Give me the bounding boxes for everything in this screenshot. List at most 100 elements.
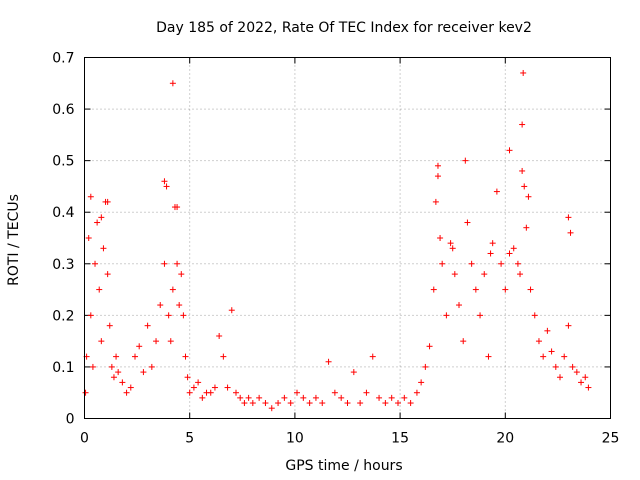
data-point: [506, 250, 513, 257]
data-point: [104, 198, 111, 205]
data-point: [89, 363, 96, 370]
data-point: [567, 229, 574, 236]
data-point: [493, 188, 500, 195]
data-point: [434, 162, 441, 169]
data-point: [449, 245, 456, 252]
data-point: [167, 338, 174, 345]
data-point: [169, 80, 176, 87]
data-point: [489, 240, 496, 247]
data-point: [224, 384, 231, 391]
data-points: [82, 69, 592, 412]
data-point: [430, 286, 437, 293]
y-tick-label: 0.3: [52, 257, 74, 273]
data-point: [462, 157, 469, 164]
data-point: [569, 363, 576, 370]
data-point: [136, 343, 143, 350]
data-point: [523, 224, 530, 231]
data-point: [275, 400, 282, 407]
data-point: [331, 389, 338, 396]
data-point: [92, 260, 99, 267]
data-point: [94, 219, 101, 226]
data-point: [249, 400, 256, 407]
data-point: [157, 302, 164, 309]
data-point: [521, 183, 528, 190]
data-point: [422, 363, 429, 370]
data-point: [517, 271, 524, 278]
data-point: [451, 271, 458, 278]
y-tick-label: 0.5: [52, 154, 74, 170]
data-point: [268, 405, 275, 412]
data-point: [180, 312, 187, 319]
data-point: [487, 250, 494, 257]
x-tick-label: 0: [80, 431, 89, 447]
data-point: [502, 286, 509, 293]
data-point: [477, 312, 484, 319]
data-point: [294, 389, 301, 396]
data-point: [178, 271, 185, 278]
data-point: [350, 369, 357, 376]
data-point: [165, 312, 172, 319]
data-point: [184, 374, 191, 381]
data-point: [485, 353, 492, 360]
data-point: [174, 204, 181, 211]
data-point: [241, 400, 248, 407]
data-point: [447, 240, 454, 247]
data-point: [113, 353, 120, 360]
data-point: [565, 322, 572, 329]
data-point: [176, 302, 183, 309]
data-point: [382, 400, 389, 407]
data-point: [418, 379, 425, 386]
data-point: [439, 260, 446, 267]
data-point: [232, 389, 239, 396]
data-point: [426, 343, 433, 350]
data-point: [344, 400, 351, 407]
data-point: [127, 384, 134, 391]
data-point: [119, 379, 126, 386]
data-point: [228, 307, 235, 314]
data-point: [394, 400, 401, 407]
data-point: [199, 394, 206, 401]
x-axis-label: GPS time / hours: [285, 458, 402, 474]
data-point: [510, 245, 517, 252]
data-point: [363, 389, 370, 396]
data-point: [207, 389, 214, 396]
data-point: [211, 384, 218, 391]
data-point: [338, 394, 345, 401]
data-point: [432, 198, 439, 205]
data-point: [540, 353, 547, 360]
axis-ticks: [84, 57, 611, 419]
x-tick-label: 5: [185, 431, 194, 447]
data-point: [256, 394, 263, 401]
data-point: [262, 400, 269, 407]
data-point: [161, 178, 168, 185]
data-point: [519, 167, 526, 174]
data-point: [565, 214, 572, 221]
data-point: [585, 384, 592, 391]
data-point: [104, 271, 111, 278]
x-tick-label: 10: [286, 431, 304, 447]
data-point: [100, 245, 107, 252]
data-point: [464, 219, 471, 226]
x-tick-label: 15: [391, 431, 409, 447]
data-point: [163, 183, 170, 190]
data-point: [544, 327, 551, 334]
data-point: [481, 271, 488, 278]
grid-lines: [84, 57, 611, 419]
y-tick-label: 0.2: [52, 308, 74, 324]
data-point: [369, 353, 376, 360]
data-point: [388, 394, 395, 401]
data-point: [300, 394, 307, 401]
data-point: [144, 322, 151, 329]
data-point: [506, 147, 513, 154]
data-point: [153, 338, 160, 345]
data-point: [525, 193, 532, 200]
data-point: [548, 348, 555, 355]
data-point: [123, 389, 130, 396]
data-point: [535, 338, 542, 345]
data-point: [87, 312, 94, 319]
data-point: [520, 69, 527, 76]
data-point: [357, 400, 364, 407]
chart-title: Day 185 of 2022, Rate Of TEC Index for r…: [156, 20, 532, 36]
plot-frame: [84, 57, 611, 419]
